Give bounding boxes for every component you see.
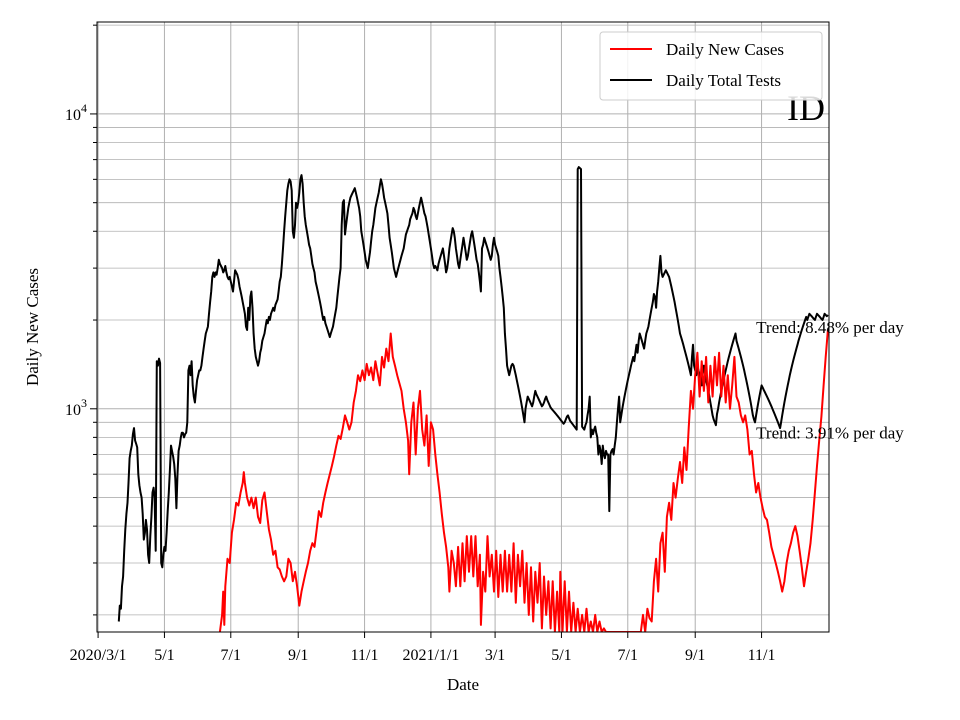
legend-label-daily-new-cases: Daily New Cases	[666, 40, 784, 59]
x-tick-label: 9/1	[288, 647, 308, 664]
x-tick-label: 5/1	[154, 647, 174, 664]
legend-label-daily-total-tests: Daily Total Tests	[666, 71, 781, 90]
y-tick-label-exponent: 3	[81, 396, 87, 410]
x-tick-label: 7/1	[618, 647, 638, 664]
x-tick-label: 2020/3/1	[70, 647, 127, 664]
y-tick-label-exponent: 4	[81, 101, 87, 115]
trend-annotation-cases: Trend: 3.91% per day	[756, 423, 904, 442]
major-gridlines	[97, 22, 829, 632]
x-tick-label: 3/1	[485, 647, 505, 664]
y-tick-label: 104	[65, 101, 87, 124]
x-axis-title: Date	[447, 675, 479, 694]
y-tick-label-base: 10	[65, 402, 81, 419]
legend-box	[599, 31, 823, 101]
y-axis-title: Daily New Cases	[23, 268, 42, 386]
x-axis-ticks: 2020/3/1 5/1 7/1 9/1 11/1 2021/1/1 3/1 5/1 7/1 9/…	[70, 632, 776, 664]
x-tick-label: 7/1	[221, 647, 241, 664]
x-tick-label: 11/1	[351, 647, 379, 664]
x-tick-label: 9/1	[685, 647, 705, 664]
minor-gridlines	[97, 24, 829, 616]
series-layer	[117, 166, 829, 632]
plot-frame	[96, 21, 830, 633]
series-line-daily-total-tests	[117, 166, 829, 622]
x-tick-label: 5/1	[551, 647, 571, 664]
x-tick-label: 11/1	[748, 647, 776, 664]
x-tick-label: 2021/1/1	[402, 647, 459, 664]
series-line-daily-new-cases	[218, 329, 829, 632]
y-tick-label: 103	[65, 396, 87, 419]
trend-annotations: Trend: 8.48% per day Trend: 3.91% per da…	[756, 318, 904, 442]
legend: Daily New Cases Daily Total Tests	[599, 31, 823, 101]
y-tick-label-base: 10	[65, 107, 81, 124]
trend-annotation-tests: Trend: 8.48% per day	[756, 318, 904, 337]
